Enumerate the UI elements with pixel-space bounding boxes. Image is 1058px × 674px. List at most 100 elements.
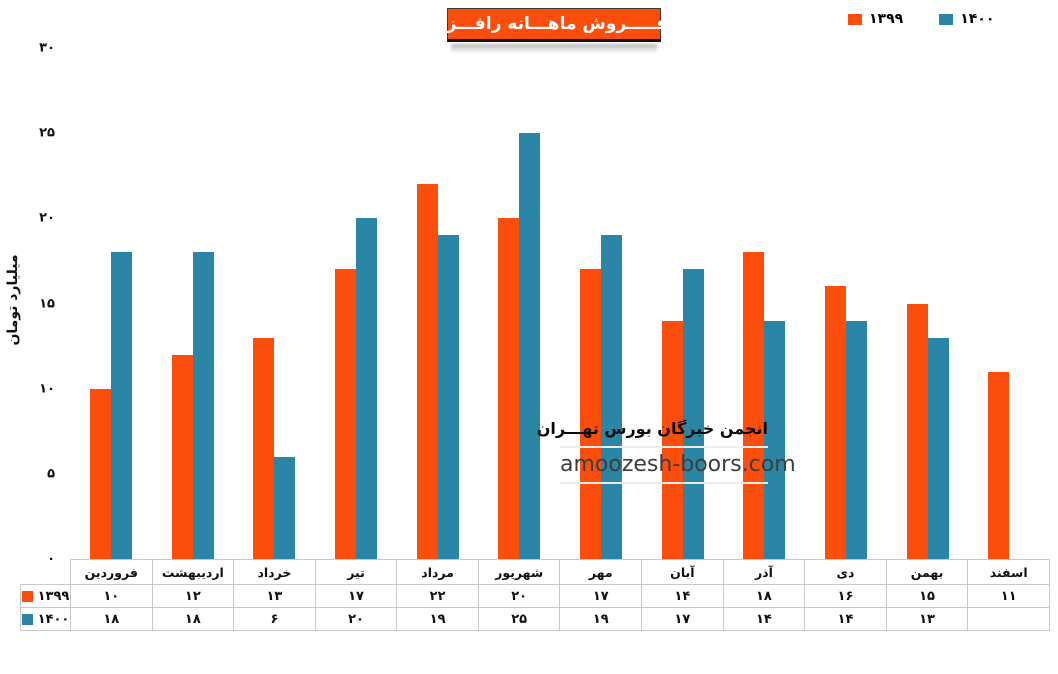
table-cell <box>967 607 1050 631</box>
table-cell: ۱۸ <box>722 584 806 608</box>
month-slot-7 <box>560 48 642 559</box>
data-table: فروردین اردیبهشت خرداد تیر مرداد شهریور مهر آبا… <box>20 559 1050 631</box>
y-tick-label: ۳۰ <box>39 40 55 56</box>
month-slot-5 <box>397 48 479 559</box>
y-tick-label: ۵ <box>47 466 55 482</box>
bar-1400-month-2 <box>192 252 214 559</box>
month-slot-6 <box>478 48 560 559</box>
legend: ۱۳۹۹ ۱۴۰۰ <box>848 11 994 27</box>
bar-1399-month-2 <box>171 354 193 559</box>
bar-1399-month-5 <box>416 184 438 559</box>
table-cell: ۱۷ <box>559 584 643 608</box>
table-month-header: فروردین <box>70 559 153 585</box>
bar-1400-month-3 <box>274 456 296 559</box>
y-tick-label: ۲۰ <box>39 210 55 226</box>
row-swatch-icon <box>21 613 33 625</box>
table-cell: ۱۳ <box>233 584 316 608</box>
legend-swatch-icon <box>939 13 954 25</box>
bar-1400-month-9 <box>764 320 786 559</box>
bar-1399-month-11 <box>906 303 928 559</box>
row-swatch-icon <box>21 590 33 602</box>
month-slot-10 <box>805 48 887 559</box>
month-slot-3 <box>233 48 315 559</box>
watermark-divider-top <box>560 446 768 448</box>
y-tick-label: ۱۰ <box>39 381 55 397</box>
table-cell: ۱۸ <box>70 607 153 631</box>
legend-label: ۱۴۰۰ <box>960 11 995 27</box>
table-row-1399: ۱۳۹۹ ۱۰ ۱۲ ۱۳ ۱۷ ۲۲ ۲۰ ۱۷ ۱۴ ۱۸ ۱۶ ۱۵ ۱۱ <box>20 584 1050 608</box>
table-cell: ۲۵ <box>477 607 561 631</box>
bar-1399-month-7 <box>579 269 601 559</box>
bar-1400-month-7 <box>600 235 622 559</box>
table-month-header: خرداد <box>233 559 316 585</box>
legend-item-1399: ۱۳۹۹ <box>848 11 903 27</box>
table-month-header: شهریور <box>477 559 561 585</box>
table-cell: ۱۸ <box>151 607 235 631</box>
bar-1400-month-5 <box>437 235 459 559</box>
table-corner-cell <box>21 560 71 585</box>
table-cell: ۱۴ <box>804 607 887 631</box>
table-month-header: اردیبهشت <box>151 559 235 585</box>
table-cell: ۱۹ <box>559 607 643 631</box>
table-month-header: آبان <box>641 559 724 585</box>
bar-1400-month-1 <box>110 252 132 559</box>
month-slot-1 <box>70 48 152 559</box>
y-axis-tick-labels: ۰ ۵ ۱۰ ۱۵ ۲۰ ۲۵ ۳۰ <box>0 41 55 567</box>
table-month-header: مرداد <box>396 559 479 585</box>
table-row-label: ۱۳۹۹ <box>20 584 71 608</box>
bar-1400-month-11 <box>927 337 949 559</box>
bar-1399-month-12 <box>988 371 1010 559</box>
table-month-header: بهمن <box>885 559 969 585</box>
y-tick-label: ۱۵ <box>39 296 55 311</box>
bar-1399-month-10 <box>824 286 846 559</box>
month-slot-2 <box>152 48 234 559</box>
legend-item-1400: ۱۴۰۰ <box>939 11 994 27</box>
month-slot-8 <box>642 48 724 559</box>
table-cell: ۲۰ <box>477 584 561 608</box>
table-cell: ۱۴ <box>722 607 806 631</box>
bar-1399-month-4 <box>334 269 356 559</box>
y-tick-label: ۲۵ <box>39 125 55 141</box>
table-month-header: تیر <box>314 559 398 585</box>
bar-1400-month-6 <box>519 133 541 559</box>
month-slot-4 <box>315 48 397 559</box>
table-cell: ۱۳ <box>885 607 969 631</box>
watermark-organization-text: انجمن خبرگان بورس تهـــران <box>536 419 768 438</box>
row-year-label: ۱۳۹۹ <box>37 588 70 604</box>
table-cell: ۱۰ <box>70 584 153 608</box>
bar-1400-month-8 <box>682 269 704 559</box>
legend-swatch-icon <box>848 13 862 25</box>
bar-1399-month-9 <box>743 252 765 559</box>
table-cell: ۱۷ <box>314 584 398 608</box>
table-month-header: دی <box>804 559 887 585</box>
table-cell: ۱۹ <box>396 607 479 631</box>
row-year-label: ۱۴۰۰ <box>37 611 70 627</box>
table-cell: ۱۶ <box>804 584 887 608</box>
chart-title: فـــــروش ماهـــانه رافـــزا <box>441 8 667 42</box>
table-cell: ۶ <box>233 607 316 631</box>
table-cell: ۱۲ <box>151 584 235 608</box>
table-cell: ۲۰ <box>314 607 398 631</box>
watermark: انجمن خبرگان بورس تهـــران amoozesh-boor… <box>536 419 796 484</box>
plot-area <box>70 48 1050 559</box>
bar-1400-month-10 <box>845 320 867 559</box>
table-cell: ۱۵ <box>885 584 969 608</box>
bar-1400-month-4 <box>355 218 377 559</box>
month-slot-12 <box>968 48 1050 559</box>
table-header-row: فروردین اردیبهشت خرداد تیر مرداد شهریور مهر آبا… <box>21 559 1050 585</box>
table-cell: ۱۷ <box>641 607 724 631</box>
bar-1399-month-1 <box>89 388 111 559</box>
bar-1399-month-8 <box>661 320 683 559</box>
bar-1399-month-6 <box>498 218 520 559</box>
watermark-divider-bottom <box>560 482 768 484</box>
y-tick-label: ۰ <box>47 551 55 567</box>
month-slot-11 <box>887 48 969 559</box>
watermark-website-text: amoozesh-boors.com <box>560 452 796 477</box>
table-row-label: ۱۴۰۰ <box>20 607 71 631</box>
table-cell: ۲۲ <box>396 584 479 608</box>
table-month-header: آذر <box>722 559 806 585</box>
legend-label: ۱۳۹۹ <box>869 11 904 27</box>
table-cell: ۱۴ <box>641 584 724 608</box>
bar-1399-month-3 <box>253 337 275 559</box>
